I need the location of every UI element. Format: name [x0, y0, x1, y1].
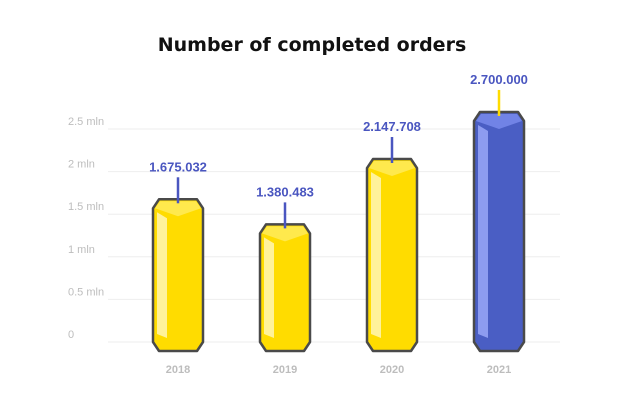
y-tick-label: 2.5 mln: [68, 116, 104, 128]
x-category-label: 2018: [166, 364, 190, 376]
bar-outline: [472, 110, 526, 353]
bar-top-cap: [262, 226, 308, 242]
bar-outline: [258, 223, 312, 353]
y-tick-label: 1.5 mln: [68, 201, 104, 213]
data-labels: 1.675.032 1.380.483 2.147.708 2.700.000: [149, 72, 528, 199]
y-tick-label: 0.5 mln: [68, 286, 104, 298]
bar-top-cap: [369, 161, 415, 177]
x-category-label: 2020: [380, 364, 404, 376]
bar-2019: [258, 202, 312, 353]
x-category-label: 2019: [273, 364, 297, 376]
bar-2021: [472, 89, 526, 353]
y-tick-label: 2 mln: [68, 159, 95, 171]
y-tick-label: 1 mln: [68, 244, 95, 256]
data-label: 1.675.032: [149, 159, 207, 174]
data-label: 1.380.483: [256, 184, 314, 199]
bar-top-cap: [476, 113, 522, 129]
data-label: 2.147.708: [363, 119, 421, 134]
bar-2018: [151, 177, 205, 353]
y-axis-ticks: 0 0.5 mln 1 mln 1.5 mln 2 mln 2.5 mln: [68, 116, 104, 341]
chart-title: Number of completed orders: [157, 34, 467, 56]
bar-highlight-facet: [371, 172, 381, 338]
bar-top-cap: [155, 201, 201, 217]
bar-highlight-facet: [157, 212, 167, 338]
bars: [151, 89, 526, 353]
y-tick-label: 0: [68, 329, 74, 341]
bar-2020: [365, 137, 419, 353]
data-label: 2.700.000: [470, 72, 528, 87]
bar-highlight-facet: [478, 124, 488, 339]
x-axis-categories: 2018 2019 2020 2021: [166, 364, 511, 376]
x-category-label: 2021: [487, 364, 511, 376]
bar-highlight-facet: [264, 237, 274, 338]
bar-outline: [151, 198, 205, 353]
bar-outline: [365, 157, 419, 353]
